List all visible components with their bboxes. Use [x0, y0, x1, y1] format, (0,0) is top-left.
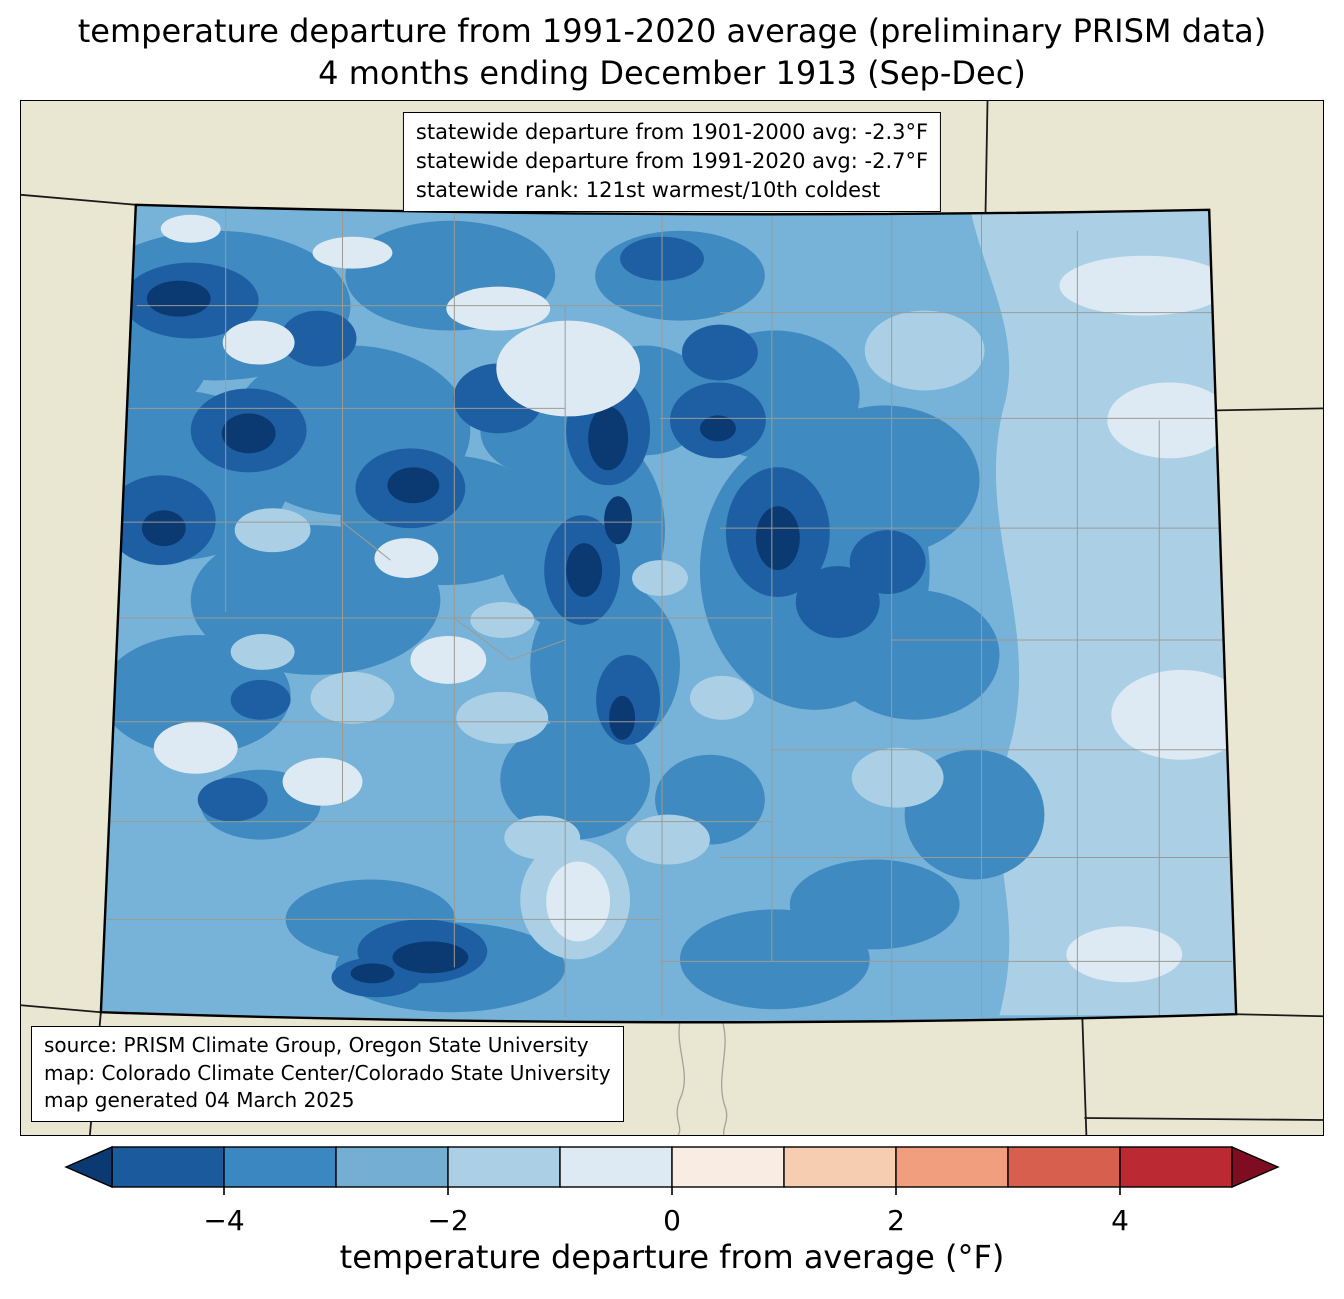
- colorbar-segment: [335, 1146, 449, 1188]
- colorbar-segment: [783, 1146, 897, 1188]
- title-line1: temperature departure from 1991-2020 ave…: [77, 12, 1267, 50]
- darkest-blobs: [141, 280, 800, 984]
- colorbar-segment: [1007, 1146, 1121, 1188]
- colorbar-segment: [671, 1146, 785, 1188]
- colorbar-segment: [223, 1146, 337, 1188]
- colorbar-wrap: −4 −2 0 2 4: [0, 1140, 1344, 1240]
- colorbar-tick-label: 2: [887, 1204, 905, 1237]
- colorbar-tick-label: −4: [203, 1204, 244, 1237]
- temperature-field: [100, 204, 1237, 1023]
- colorbar-tick-label: 4: [1111, 1204, 1129, 1237]
- colorbar-segment: [559, 1146, 673, 1188]
- source-line3: map generated 04 March 2025: [44, 1088, 355, 1113]
- colorbar-left-arrow: [64, 1145, 113, 1189]
- colorbar-axis-label: temperature departure from average (°F): [339, 1238, 1005, 1276]
- title-line2: 4 months ending December 1913 (Sep-Dec): [318, 54, 1026, 93]
- page-title: temperature departure from 1991-2020 ave…: [0, 10, 1344, 94]
- river-lines: [676, 1020, 728, 1135]
- source-line1: source: PRISM Climate Group, Oregon Stat…: [44, 1033, 589, 1058]
- stats-line3: statewide rank: 121st warmest/10th colde…: [415, 177, 881, 202]
- map-frame: statewide departure from 1901-2000 avg: …: [20, 100, 1324, 1136]
- county-lines: [101, 206, 1233, 1018]
- colorbar-segment: [111, 1146, 225, 1188]
- colorbar-segment: [895, 1146, 1009, 1188]
- source-attribution-box: source: PRISM Climate Group, Oregon Stat…: [31, 1026, 624, 1122]
- source-line2: map: Colorado Climate Center/Colorado St…: [44, 1060, 611, 1085]
- colorbar-tick-label: −2: [427, 1204, 468, 1237]
- colorado-map: [21, 101, 1323, 1135]
- stats-line2: statewide departure from 1991-2020 avg: …: [415, 148, 929, 173]
- colorbar-segment: [447, 1146, 561, 1188]
- colorbar: −4 −2 0 2 4: [64, 1145, 1280, 1237]
- colorbar-segment: [1119, 1146, 1233, 1188]
- state-border: [99, 203, 1238, 1024]
- colorbar-right-arrow: [1231, 1145, 1280, 1189]
- colorbar-tick-label: 0: [663, 1204, 681, 1237]
- statewide-stats-box: statewide departure from 1901-2000 avg: …: [402, 112, 942, 212]
- stats-line1: statewide departure from 1901-2000 avg: …: [415, 120, 929, 144]
